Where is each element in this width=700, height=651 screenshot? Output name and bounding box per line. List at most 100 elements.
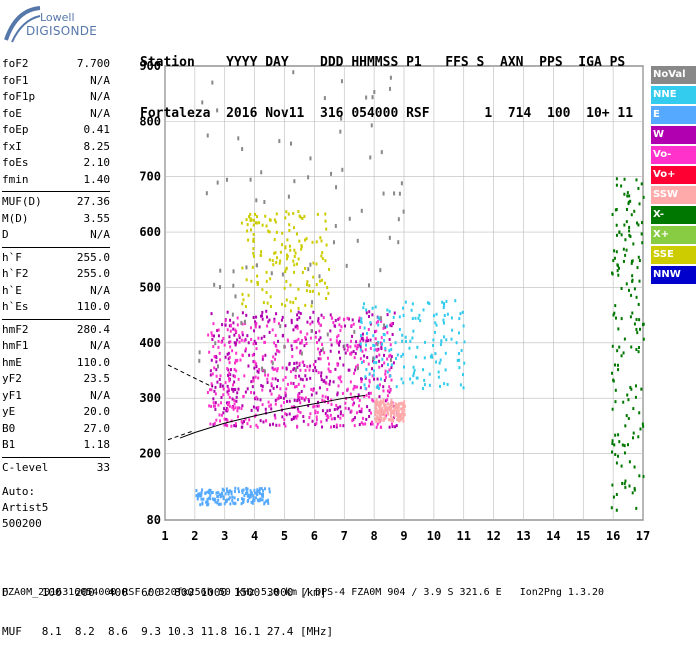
echo-mark — [343, 347, 346, 351]
echo-mark — [634, 395, 637, 399]
echo-mark — [613, 363, 616, 367]
echo-mark — [230, 419, 233, 423]
echo-mark — [443, 302, 446, 306]
echo-mark — [247, 293, 250, 297]
echo-mark — [371, 95, 374, 100]
echo-mark — [279, 259, 282, 263]
echo-mark — [612, 259, 615, 263]
echo-mark — [388, 235, 391, 240]
echo-mark — [338, 377, 341, 381]
param-row: h`Es 110.0 — [2, 300, 110, 317]
echo-mark — [274, 251, 277, 255]
echo-mark — [249, 218, 252, 222]
echo-mark — [628, 225, 631, 229]
echo-mark — [324, 412, 327, 416]
echo-mark — [330, 171, 333, 176]
echo-mark — [309, 364, 312, 368]
echo-mark — [374, 402, 377, 406]
echo-mark — [434, 352, 437, 356]
echo-mark — [623, 223, 626, 227]
echo-mark — [388, 349, 391, 353]
echo-mark — [642, 424, 645, 428]
param-row: foF1 N/A — [2, 74, 110, 91]
echo-mark — [232, 374, 235, 378]
echo-mark — [284, 424, 287, 428]
echo-mark — [376, 411, 379, 415]
echo-mark — [616, 269, 619, 273]
echo-mark — [371, 374, 374, 378]
echo-mark — [632, 242, 635, 246]
echo-mark — [221, 384, 224, 388]
echo-mark — [321, 257, 324, 261]
echo-mark — [307, 175, 310, 180]
echo-mark — [381, 406, 384, 410]
echo-mark — [241, 322, 244, 326]
echo-mark — [216, 180, 219, 185]
param-value: 2.10 — [83, 156, 111, 169]
echo-mark — [386, 363, 389, 367]
echo-mark — [238, 340, 241, 344]
echo-mark — [396, 407, 399, 411]
echo-mark — [231, 387, 234, 391]
echo-mark — [272, 263, 275, 267]
echo-mark — [371, 313, 374, 317]
echo-mark — [423, 383, 426, 387]
echo-mark — [622, 259, 625, 263]
echo-mark — [211, 491, 214, 495]
echo-mark — [293, 179, 296, 184]
echo-mark — [315, 369, 318, 373]
echo-mark — [432, 314, 435, 318]
echo-mark — [222, 411, 225, 415]
param-row: h`F2 255.0 — [2, 267, 110, 284]
echo-mark — [368, 395, 371, 399]
param-separator — [2, 191, 110, 192]
echo-mark — [195, 489, 198, 493]
echo-mark — [381, 364, 384, 368]
echo-mark — [383, 333, 386, 337]
echo-mark — [364, 375, 367, 379]
echo-mark — [358, 316, 361, 320]
echo-mark — [279, 250, 282, 254]
echo-mark — [255, 395, 258, 399]
echo-mark — [417, 316, 420, 320]
echo-mark — [364, 348, 367, 352]
param-value: N/A — [90, 388, 110, 402]
echo-mark — [311, 320, 314, 324]
echo-mark — [638, 279, 641, 283]
echo-mark — [293, 340, 296, 344]
echo-mark — [206, 133, 209, 138]
y-tick-label: 300 — [139, 391, 161, 405]
echo-mark — [349, 345, 352, 349]
echo-mark — [249, 212, 252, 216]
echo-mark — [334, 319, 337, 323]
echo-mark — [394, 425, 397, 429]
echo-mark — [394, 404, 397, 408]
echo-mark — [236, 316, 239, 320]
echo-mark — [371, 367, 374, 371]
echo-mark — [197, 494, 200, 498]
param-value: 27.0 — [83, 421, 111, 435]
echo-mark — [614, 304, 617, 308]
echo-mark — [288, 244, 291, 248]
echo-mark — [461, 373, 464, 377]
echo-mark — [320, 420, 323, 424]
echo-mark — [271, 328, 274, 332]
echo-mark — [627, 202, 630, 206]
echo-mark — [228, 371, 231, 375]
echo-mark — [254, 325, 257, 329]
echo-mark — [633, 209, 636, 213]
echo-mark — [329, 313, 332, 317]
param-value: N/A — [90, 73, 110, 87]
echo-mark — [228, 355, 231, 359]
echo-mark — [229, 340, 232, 344]
echo-mark — [269, 277, 272, 281]
echo-mark — [290, 318, 293, 322]
echo-mark — [319, 236, 322, 240]
echo-mark — [434, 321, 437, 325]
param-name: foE — [2, 106, 22, 120]
echo-mark — [242, 488, 245, 492]
echo-mark — [303, 214, 306, 218]
echo-mark — [251, 265, 254, 269]
echo-mark — [375, 329, 378, 333]
polarization-legend: NoVal NNE E W Vo- Vo+ SSW X- X+ SSE NNW — [651, 66, 696, 286]
